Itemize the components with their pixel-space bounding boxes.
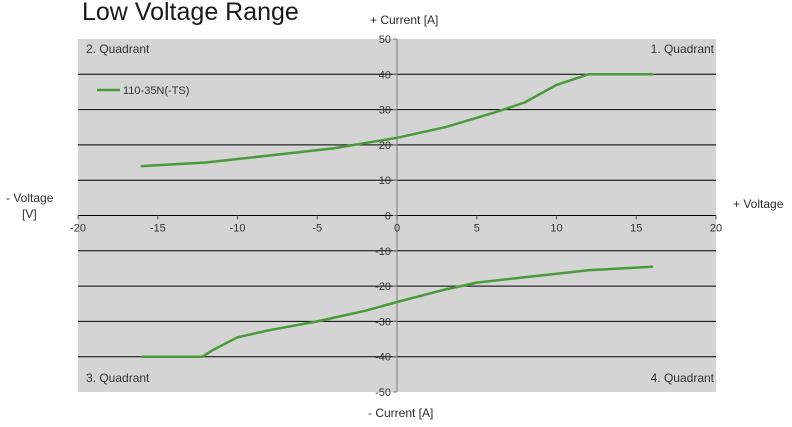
chart-title: Low Voltage Range	[82, 0, 299, 26]
x-tick-label: 5	[474, 223, 480, 235]
y-tick-label: -10	[375, 246, 391, 258]
x-tick-label: -20	[70, 223, 86, 235]
x-tick-label: 10	[550, 223, 562, 235]
x-axis-label-left-line2: [V]	[22, 207, 37, 221]
quadrant-label-1: 1. Quadrant	[651, 42, 715, 56]
x-axis-label-left-line1: - Voltage	[6, 191, 54, 205]
quadrant-label-4: 4. Quadrant	[651, 371, 715, 385]
y-tick-label: -50	[375, 387, 391, 399]
x-tick-label: 15	[630, 223, 642, 235]
y-axis-label-top: + Current [A]	[370, 13, 438, 27]
y-tick-label: 50	[379, 34, 391, 46]
y-tick-label: 40	[379, 69, 391, 81]
y-axis-label-bottom: - Current [A]	[368, 406, 433, 420]
y-tick-label: -20	[375, 281, 391, 293]
y-tick-label: -30	[375, 316, 391, 328]
y-tick-label: 10	[379, 175, 391, 187]
y-tick-labels: -50 -40 -30 -20 -10 0 10 20 30 40 50	[375, 34, 391, 399]
x-tick-labels: -20 -15 -10 -5 0 5 10 15 20	[70, 223, 722, 235]
x-axis-label-right: + Voltage	[733, 197, 784, 211]
y-tick-label: -40	[375, 352, 391, 364]
legend-entry: 110-35N(-TS)	[123, 85, 189, 97]
y-tick-label: 0	[385, 211, 391, 223]
x-tick-label: -10	[230, 223, 246, 235]
y-tick-label: 30	[379, 105, 391, 117]
series-line-positive	[140, 73, 654, 168]
y-tick-label: 20	[379, 140, 391, 152]
x-tick-label: -5	[312, 223, 322, 235]
quadrant-label-2: 2. Quadrant	[86, 42, 150, 56]
quadrant-label-3: 3. Quadrant	[86, 371, 150, 385]
legend: 110-35N(-TS)	[97, 85, 189, 97]
series-lines	[140, 73, 654, 358]
axes	[77, 38, 717, 393]
x-tick-label: 0	[394, 223, 400, 235]
x-tick-label: -15	[150, 223, 166, 235]
x-tick-label: 20	[710, 223, 722, 235]
series-line-negative	[140, 265, 654, 358]
